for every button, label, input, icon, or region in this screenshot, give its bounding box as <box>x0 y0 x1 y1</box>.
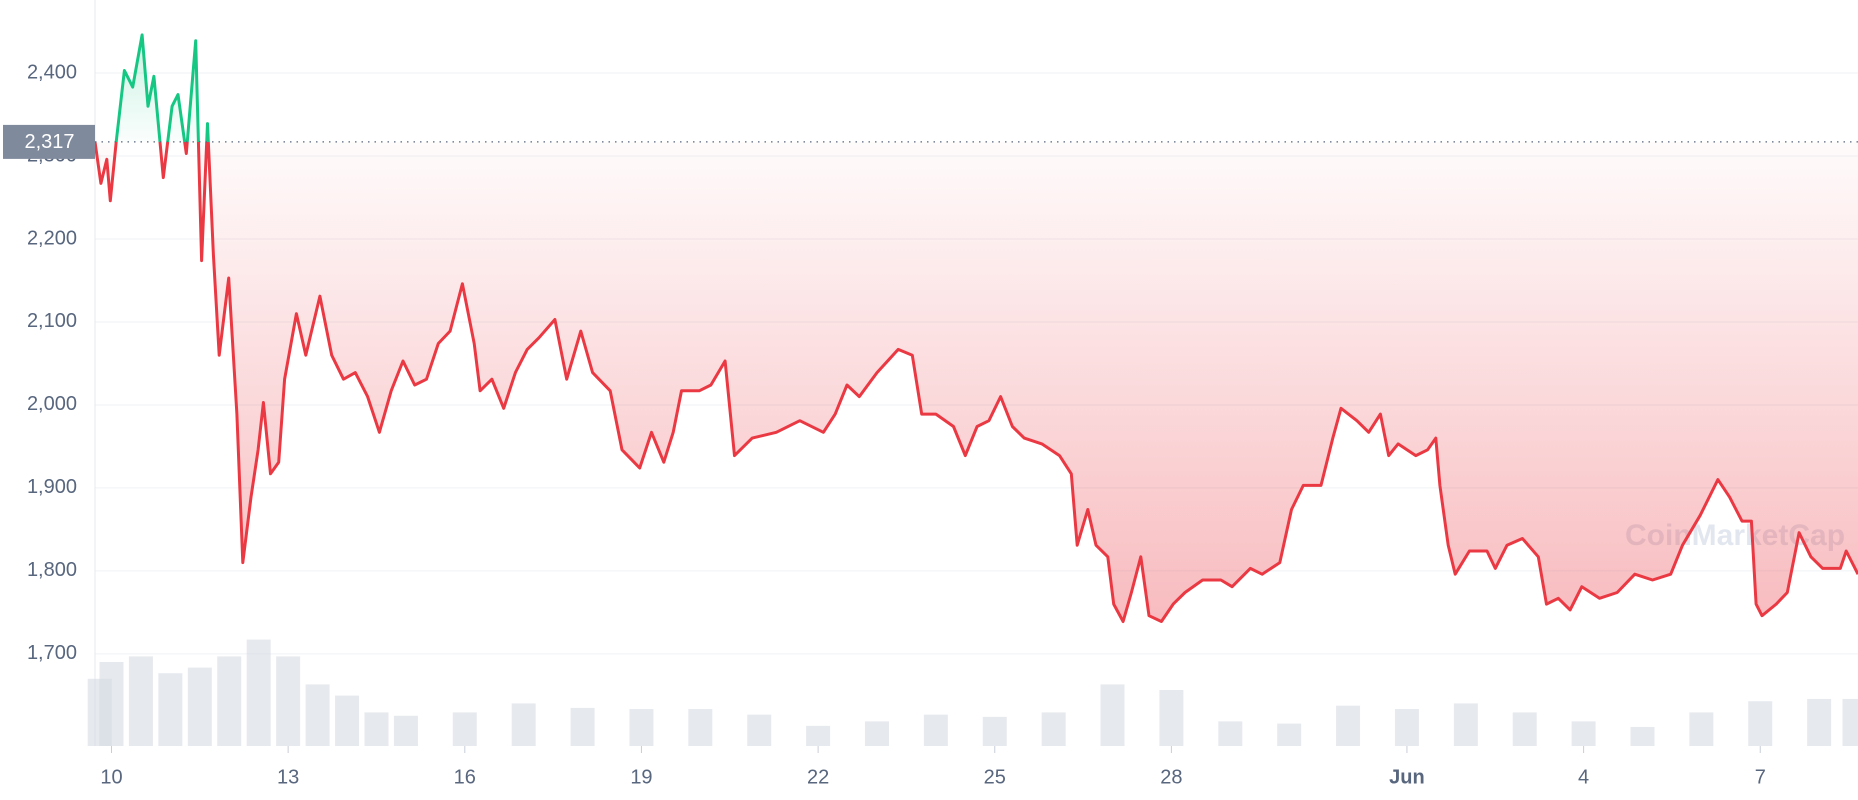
volume-bar <box>1394 709 1419 746</box>
volume-bar <box>276 656 301 746</box>
x-tick-label: 28 <box>1160 766 1182 788</box>
volume-bar <box>1748 701 1773 746</box>
y-tick-label: 2,400 <box>27 61 77 83</box>
x-tick-label: 10 <box>100 766 122 788</box>
volume-bar <box>1277 723 1302 746</box>
volume-bar <box>1630 726 1655 746</box>
volume-bar <box>1100 684 1125 746</box>
volume-bar <box>570 707 595 746</box>
volume-bar <box>99 662 124 746</box>
y-tick-label: 2,000 <box>27 393 77 415</box>
volume-bar <box>1336 705 1361 746</box>
volume-bar <box>1159 690 1184 746</box>
volume-bar <box>1842 698 1858 746</box>
y-tick-label: 1,800 <box>27 559 77 581</box>
volume-bar <box>629 709 654 746</box>
volume-bar <box>1689 712 1714 746</box>
volume-bar <box>1453 703 1478 746</box>
x-tick-label: 22 <box>807 766 829 788</box>
y-tick-label: 2,200 <box>27 227 77 249</box>
volume-bar <box>923 714 948 746</box>
volume-bar <box>688 709 713 746</box>
x-tick-label: Jun <box>1389 766 1425 788</box>
y-tick-label: 1,700 <box>27 642 77 664</box>
x-tick-label: 4 <box>1578 766 1589 788</box>
volume-bar <box>187 667 212 746</box>
x-tick-label: 13 <box>277 766 299 788</box>
baseline-label: 2,317 <box>24 131 74 153</box>
volume-bar <box>511 703 536 746</box>
volume-bar <box>217 656 242 746</box>
price-line <box>93 33 1858 623</box>
volume-bar <box>806 725 831 746</box>
y-tick-label: 2,100 <box>27 310 77 332</box>
volume-bar <box>305 684 330 746</box>
volume-bar <box>1571 721 1596 746</box>
volume-bar <box>747 714 772 746</box>
x-tick-label: 16 <box>454 766 476 788</box>
price-area <box>95 34 1858 622</box>
x-tick-label: 7 <box>1755 766 1766 788</box>
volume-bar <box>246 639 271 746</box>
y-tick-label: 1,900 <box>27 476 77 498</box>
volume-bar <box>452 712 477 746</box>
volume-bar <box>335 695 360 746</box>
volume-bar <box>393 715 418 746</box>
volume-bar <box>1807 698 1832 746</box>
x-tick-label: 19 <box>630 766 652 788</box>
x-tick-label: 25 <box>984 766 1006 788</box>
volume-bar <box>1512 712 1537 746</box>
baseline-label-box <box>3 124 95 159</box>
volume-bar <box>128 656 153 746</box>
volume-bar <box>1041 712 1066 746</box>
volume-bar <box>864 721 889 746</box>
volume-bar <box>158 673 183 746</box>
volume-bar <box>364 712 389 746</box>
volume-bar <box>1218 721 1243 746</box>
volume-bar <box>982 716 1007 746</box>
